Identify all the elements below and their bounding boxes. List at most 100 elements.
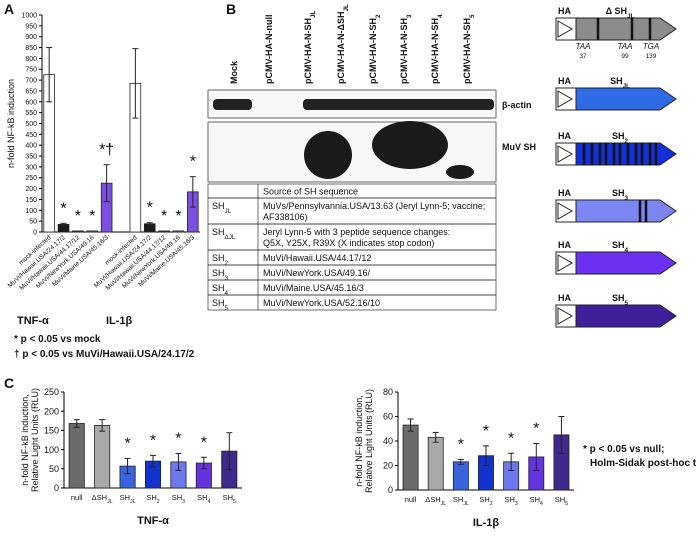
y-tick-label: 900 xyxy=(25,34,37,41)
lane-label-sub: 4 xyxy=(437,14,444,18)
lane-label-main: pCMV-HA-N-SH xyxy=(303,18,313,84)
y-tick-label: 500 xyxy=(25,121,37,128)
x-tick-label: SH5 xyxy=(555,495,568,507)
bar xyxy=(94,425,111,489)
construct-label-sub: 5 xyxy=(625,300,629,307)
table-cell-text: SHΔJL xyxy=(212,227,236,241)
y-tick-label: 200 xyxy=(44,406,59,416)
bar xyxy=(427,436,444,491)
lane-label: Mock xyxy=(229,60,239,84)
error-bar xyxy=(226,432,233,471)
x-tick-label-main: SH xyxy=(453,495,463,504)
codon-position: 37 xyxy=(579,53,587,60)
lane-label: pCMV-HA-N-SH4 xyxy=(430,14,444,84)
table-cell-text: SHJL xyxy=(212,201,232,215)
y-tick-label: 700 xyxy=(25,78,37,85)
lane-label: pCMV-HA-N-ΔSHJL xyxy=(336,4,350,84)
x-tick-label-main: SH xyxy=(146,493,156,502)
construct xyxy=(555,199,677,223)
significance-mark: * xyxy=(60,200,66,217)
y-axis-label: Relative Light Units (RLU) xyxy=(364,389,374,493)
x-tick-label: null xyxy=(71,493,83,502)
construct-label-main: SH xyxy=(612,131,625,141)
bar xyxy=(158,230,170,233)
construct-label: SH2 xyxy=(612,131,629,145)
codon: TAA xyxy=(576,42,591,51)
lane-label: pCMV-HA-N-SH3 xyxy=(399,14,413,84)
significance-mark: * xyxy=(75,208,81,225)
table-cell xyxy=(207,294,497,311)
lane-label-sub: JL xyxy=(310,10,317,18)
codon-position: 99 xyxy=(621,53,629,60)
band xyxy=(213,99,252,110)
y-tick-label: 60 xyxy=(383,412,393,422)
panel-label: A xyxy=(4,1,14,17)
y-axis-label: n-fold NF-kB induction, xyxy=(354,395,364,487)
band xyxy=(372,121,448,169)
y-axis-label: Relative Light Units (RLU) xyxy=(30,388,40,492)
construct-label-sub: JL xyxy=(627,13,635,20)
significance-mark: * xyxy=(190,154,196,171)
error-bar xyxy=(558,416,565,454)
table-cell-text-main: SH xyxy=(212,227,225,237)
x-axis-label: TNF-α xyxy=(137,515,169,527)
bar xyxy=(86,230,99,233)
construct-label: SH4 xyxy=(612,240,629,254)
x-tick-label-sub: JL xyxy=(441,501,447,507)
group-label: TNF-α xyxy=(17,315,49,327)
table-cell-text: Jeryl Lynn-5 with 3 peptide sequence cha… xyxy=(263,227,450,237)
y-tick-label: 1000 xyxy=(21,12,37,19)
table-cell-text-main: SH xyxy=(212,283,225,293)
table-cell-text-main: SH xyxy=(212,201,225,211)
x-tick-label-main: SH xyxy=(555,495,565,504)
y-tick-label: 20 xyxy=(383,461,393,471)
actin-bands xyxy=(213,99,494,110)
tag-label: HA xyxy=(558,6,571,16)
lane-label: pCMV-HA-N-SHJL xyxy=(303,10,317,84)
sh-body xyxy=(575,17,677,41)
construct-label: SHJL xyxy=(610,76,630,90)
bar xyxy=(452,461,469,491)
x-tick-label-sub: 2 xyxy=(490,501,493,507)
table-cell-text-main: SH xyxy=(212,253,225,263)
y-tick-label: 80 xyxy=(383,387,393,397)
sh-body xyxy=(575,251,677,275)
x-tick-label-main: SH xyxy=(530,495,540,504)
error-bar xyxy=(189,176,196,208)
y-tick-label: 100 xyxy=(25,208,37,215)
x-tick-label-main: SH xyxy=(223,493,233,502)
y-tick-label: 400 xyxy=(25,143,37,150)
construct xyxy=(555,142,677,166)
lane-label: pCMV-HA-N-SH2 xyxy=(368,14,382,84)
lane-label-sub: JL xyxy=(343,4,350,12)
significance-mark: * xyxy=(147,200,153,217)
y-tick-label: 550 xyxy=(25,110,37,117)
table-cell-text-sub: 5 xyxy=(225,305,229,312)
construct-label-main: Δ SH xyxy=(606,6,627,16)
significance-mark: * xyxy=(483,423,489,440)
y-tick-label: 350 xyxy=(25,154,37,161)
y-axis-label: n-fold NF-kB induction xyxy=(6,79,16,168)
codon: TGA xyxy=(643,42,659,51)
table-cell-text-sub: JL xyxy=(225,208,232,215)
y-tick-label: 250 xyxy=(44,387,59,397)
x-tick-label-sub: 3 xyxy=(515,501,518,507)
table-cell-text-sub: 2 xyxy=(225,260,229,267)
construct xyxy=(555,304,677,328)
table-cell-text-sub: 4 xyxy=(225,290,229,297)
significance-mark: * xyxy=(150,432,156,449)
x-tick-label: SH4 xyxy=(530,495,543,507)
significance-mark: * xyxy=(508,430,514,447)
construct-label-sub: 2 xyxy=(625,138,629,145)
construct-label-main: SH xyxy=(612,188,625,198)
tag-label: HA xyxy=(558,76,571,86)
x-tick-label-main: SH xyxy=(504,495,514,504)
error-bar xyxy=(103,164,110,203)
error-bar xyxy=(432,431,439,443)
band xyxy=(446,165,474,179)
ha-arrow xyxy=(557,202,574,220)
row-label: β-actin xyxy=(502,100,532,110)
x-tick-label-sub: JL xyxy=(107,499,113,505)
x-tick-label-sub: 4 xyxy=(208,499,211,505)
